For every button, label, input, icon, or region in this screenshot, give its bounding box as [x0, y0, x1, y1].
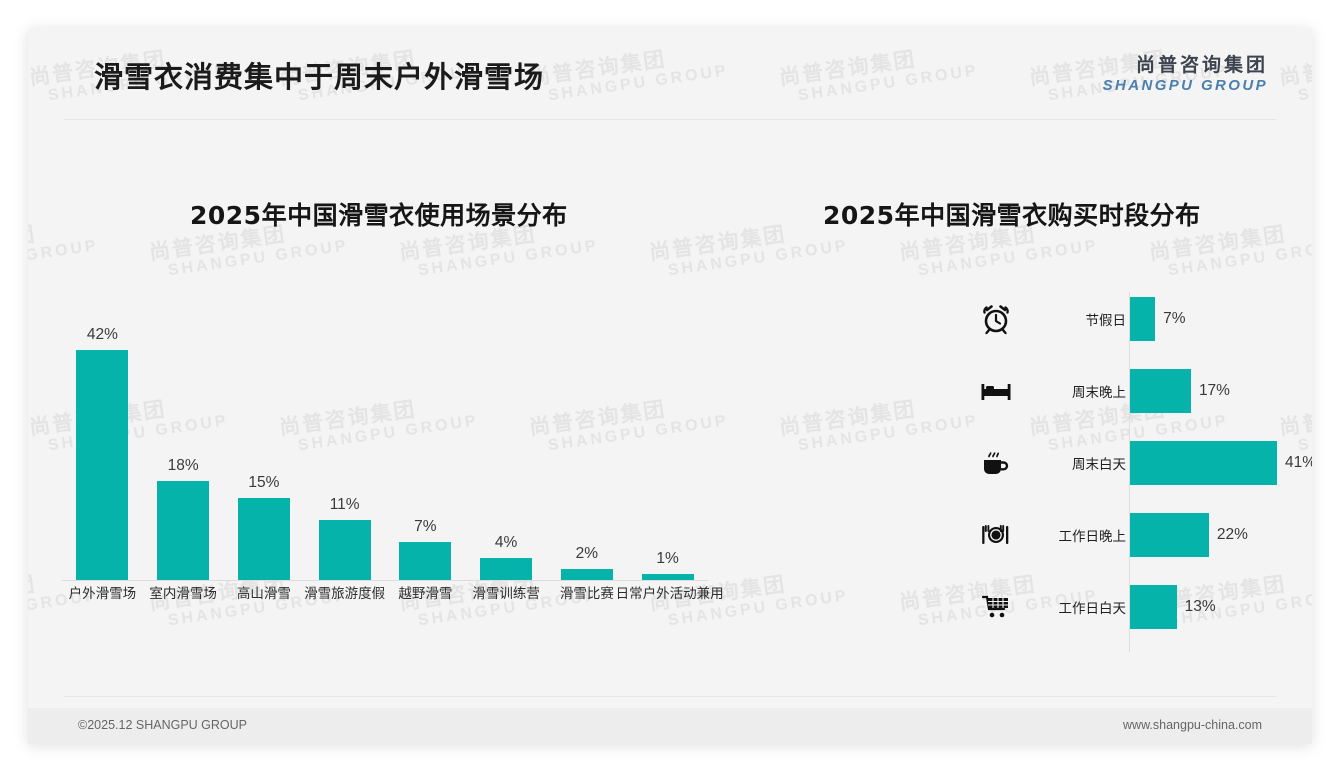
horizontal-bar	[1130, 369, 1191, 413]
bar-vertical-axis	[1129, 292, 1130, 652]
footer-bar: ©2025.12 SHANGPU GROUP www.shangpu-china…	[28, 708, 1312, 744]
column-bar	[641, 574, 694, 580]
bar-value-label: 22%	[1216, 526, 1248, 543]
column-bar	[237, 497, 290, 580]
column-value-label: 11%	[329, 495, 360, 513]
column-item: 42% 户外滑雪场	[62, 318, 142, 602]
column-bar	[318, 519, 371, 580]
bar-value-label: 13%	[1184, 598, 1216, 615]
logo-english-text: SHANGPU GROUP	[1102, 76, 1268, 94]
bar-category-label: 节假日	[1085, 313, 1127, 329]
column-value-label: 4%	[494, 534, 518, 552]
bar-row: 周末晚上 17%	[958, 368, 1308, 414]
page-title: 滑雪衣消费集中于周末户外滑雪场	[94, 60, 545, 94]
alarm-clock-icon	[980, 303, 1012, 335]
column-category-label: 户外滑雪场	[68, 586, 137, 602]
bar-value-label: 7%	[1163, 310, 1186, 327]
coffee-cup-icon	[980, 447, 1012, 479]
header-divider	[64, 119, 1276, 120]
bar-category-label: 工作日白天	[1058, 601, 1127, 617]
column-value-label: 15%	[248, 473, 280, 491]
column-item: 2% 滑雪比赛	[547, 318, 627, 602]
column-category-label: 滑雪比赛	[559, 586, 614, 602]
bar-row: 工作日晚上 22%	[958, 512, 1308, 558]
right-chart-title: 2025年中国滑雪衣购买时段分布	[823, 201, 1201, 230]
column-category-label: 滑雪训练营	[472, 586, 540, 602]
bar-row: 工作日白天 13%	[958, 584, 1308, 630]
column-value-label: 42%	[86, 325, 118, 343]
horizontal-bar	[1130, 585, 1177, 629]
column-value-label: 1%	[656, 550, 679, 567]
left-chart-title: 2025年中国滑雪衣使用场景分布	[190, 201, 568, 230]
infographic-card: 尚普咨询集团 SHANGPU GROUP 尚普咨询集团 SHANGPU GROUP 尚普…	[28, 28, 1312, 744]
column-bar	[560, 569, 613, 580]
website-link[interactable]: www.shangpu-china.com	[1123, 718, 1262, 732]
column-category-label: 滑雪旅游度假	[304, 586, 386, 602]
horizontal-bar	[1130, 297, 1156, 341]
column-item: 15% 高山滑雪	[224, 318, 304, 602]
bar-value-label: 17%	[1198, 382, 1230, 399]
shopping-cart-icon	[980, 591, 1012, 623]
column-value-label: 2%	[575, 545, 599, 563]
purchase-time-chart: 节假日 7% 周末晚上 17% 周末白天 41% 工作日晚上 22% 工作日白天 13%	[958, 286, 1312, 658]
logo-chinese-text: 尚普咨询集团	[1135, 54, 1268, 76]
column-category-label: 高山滑雪	[236, 586, 291, 602]
bar-category-label: 周末晚上	[1072, 385, 1126, 401]
bar-row: 节假日 7%	[958, 296, 1308, 342]
bar-category-label: 周末白天	[1072, 457, 1126, 473]
brand-logo: 尚普咨询集团 SHANGPU GROUP	[1103, 54, 1268, 95]
column-item: 7% 越野滑雪	[385, 318, 465, 602]
copyright-text: ©2025.12 SHANGPU GROUP	[78, 718, 247, 732]
bed-icon	[980, 375, 1012, 407]
column-category-label: 日常户外活动兼用	[615, 586, 724, 602]
column-category-label: 室内滑雪场	[149, 586, 217, 602]
column-bar	[399, 541, 452, 580]
header: 滑雪衣消费集中于周末户外滑雪场 尚普咨询集团 SHANGPU GROUP	[28, 28, 1312, 119]
column-item: 1% 日常户外活动兼用	[616, 318, 724, 602]
column-item: 4% 滑雪训练营	[466, 318, 546, 602]
column-bar	[157, 481, 210, 580]
usage-scenario-chart: 42% 户外滑雪场 18% 室内滑雪场 15% 高山滑雪 11% 滑雪旅游度假 7% 越野滑雪 4%…	[46, 278, 724, 623]
horizontal-bar	[1130, 441, 1277, 485]
column-bar	[480, 558, 533, 580]
column-category-label: 越野滑雪	[398, 586, 453, 602]
column-baseline-axis	[62, 580, 708, 581]
footnote-divider	[64, 696, 1276, 697]
column-value-label: 18%	[167, 457, 199, 475]
column-value-label: 7%	[414, 517, 437, 535]
bar-value-label: 41%	[1285, 454, 1312, 471]
column-bar	[76, 349, 129, 580]
column-item: 18% 室内滑雪场	[143, 318, 223, 602]
dining-plate-icon	[980, 519, 1012, 551]
column-item: 11% 滑雪旅游度假	[304, 318, 385, 602]
bar-category-label: 工作日晚上	[1058, 529, 1127, 545]
bar-row: 周末白天 41%	[958, 440, 1312, 486]
column-plot-area: 42% 户外滑雪场 18% 室内滑雪场 15% 高山滑雪 11% 滑雪旅游度假 7% 越野滑雪 4%…	[62, 318, 724, 602]
horizontal-bar	[1130, 513, 1209, 557]
